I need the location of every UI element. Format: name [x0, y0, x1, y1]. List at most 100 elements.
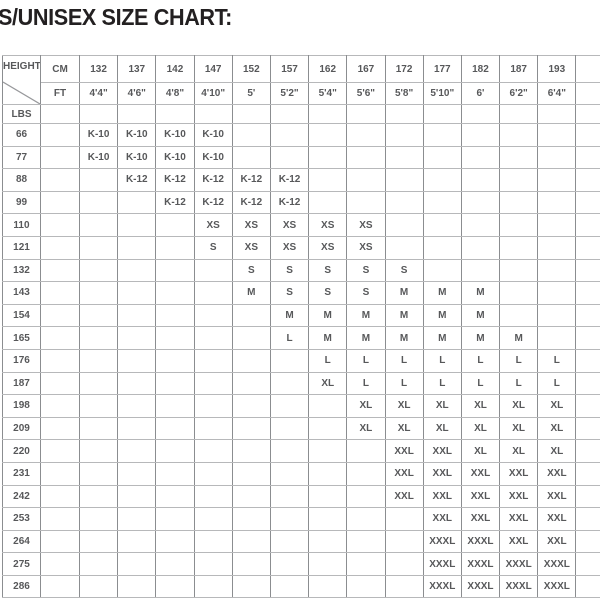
size-cell: S [269, 258, 310, 283]
empty-cell [40, 123, 80, 147]
size-cell [537, 123, 577, 147]
size-cell: M [384, 326, 424, 350]
weight-lbs-header: 187 [2, 371, 41, 396]
empty-cell [40, 235, 80, 260]
clipped-column-cell [575, 281, 600, 305]
clipped-column-cell [575, 484, 600, 509]
weight-lbs-header: 275 [2, 552, 41, 576]
size-cell: M [422, 303, 462, 328]
size-cell: XL [460, 439, 501, 463]
size-cell [193, 439, 233, 463]
clipped-column-cell [575, 461, 600, 486]
size-cell: L [460, 371, 501, 396]
size-cell [193, 574, 233, 599]
size-cell [117, 439, 157, 463]
size-cell [155, 303, 195, 328]
height-cm-header: 172 [384, 55, 424, 83]
height-ft-header: 4'6" [117, 82, 157, 105]
size-cell: XL [460, 416, 501, 441]
size-cell [269, 484, 310, 509]
size-cell: XL [460, 394, 501, 418]
clipped-column-cell [575, 394, 600, 418]
size-cell: XXXL [422, 529, 462, 554]
size-cell: M [308, 326, 348, 350]
empty-cell [78, 104, 119, 124]
height-cm-header: 152 [231, 55, 271, 83]
size-cell [537, 235, 577, 260]
size-cell [346, 507, 386, 531]
size-cell [346, 574, 386, 599]
clipped-column-cell [575, 235, 600, 260]
size-cell: XL [308, 371, 348, 396]
size-cell [346, 123, 386, 147]
size-cell [346, 145, 386, 170]
size-cell [499, 281, 539, 305]
size-cell: XL [499, 394, 539, 418]
empty-cell [40, 281, 80, 305]
size-cell [78, 326, 119, 350]
size-cell: S [384, 258, 424, 283]
size-cell [193, 371, 233, 396]
size-cell: XXL [384, 461, 424, 486]
size-cell: L [269, 326, 310, 350]
size-cell: M [231, 281, 271, 305]
size-cell [193, 348, 233, 373]
size-cell: XS [193, 213, 233, 237]
size-cell [499, 213, 539, 237]
size-cell: K-10 [78, 123, 119, 147]
size-cell [78, 439, 119, 463]
size-cell [537, 281, 577, 305]
empty-cell [40, 145, 80, 170]
size-cell [117, 258, 157, 283]
clipped-column-cell [575, 303, 600, 328]
size-cell [460, 190, 501, 215]
empty-cell [40, 104, 80, 124]
size-cell [346, 168, 386, 192]
size-cell: XXL [499, 529, 539, 554]
size-cell [117, 529, 157, 554]
size-cell [78, 258, 119, 283]
size-cell: XXXL [499, 552, 539, 576]
weight-lbs-header: 110 [2, 213, 41, 237]
clipped-column-cell [575, 529, 600, 554]
size-cell [78, 394, 119, 418]
empty-cell [384, 104, 424, 124]
diagonal-divider-icon [3, 81, 40, 104]
size-cell [193, 281, 233, 305]
size-cell [117, 281, 157, 305]
size-cell: XXL [537, 507, 577, 531]
size-cell: XL [422, 394, 462, 418]
size-cell: M [269, 303, 310, 328]
size-cell [346, 529, 386, 554]
size-cell: M [460, 326, 501, 350]
height-cm-header: 142 [155, 55, 195, 83]
empty-cell [117, 104, 157, 124]
table-row: 231 XXL XXL XXL XXL XXL [2, 461, 600, 486]
table-row: 132 S S S S S [2, 258, 600, 283]
size-cell [231, 123, 271, 147]
empty-cell [40, 371, 80, 396]
empty-cell [40, 303, 80, 328]
size-cell [155, 348, 195, 373]
size-cell [384, 235, 424, 260]
size-cell [231, 394, 271, 418]
size-cell: L [460, 348, 501, 373]
size-cell: K-12 [155, 190, 195, 215]
size-cell: XL [537, 394, 577, 418]
table-row: 209 XL XL XL XL XL XL [2, 416, 600, 441]
size-cell [422, 235, 462, 260]
clipped-column-cell [575, 439, 600, 463]
size-cell: XL [422, 416, 462, 441]
size-cell: K-12 [269, 168, 310, 192]
empty-cell [40, 416, 80, 441]
size-cell [117, 484, 157, 509]
size-cell: XXXL [460, 574, 501, 599]
size-cell [78, 168, 119, 192]
weight-lbs-header: 66 [2, 123, 41, 147]
size-cell [308, 394, 348, 418]
size-cell: XXL [384, 439, 424, 463]
size-cell [308, 123, 348, 147]
size-cell [537, 168, 577, 192]
size-cell [269, 529, 310, 554]
